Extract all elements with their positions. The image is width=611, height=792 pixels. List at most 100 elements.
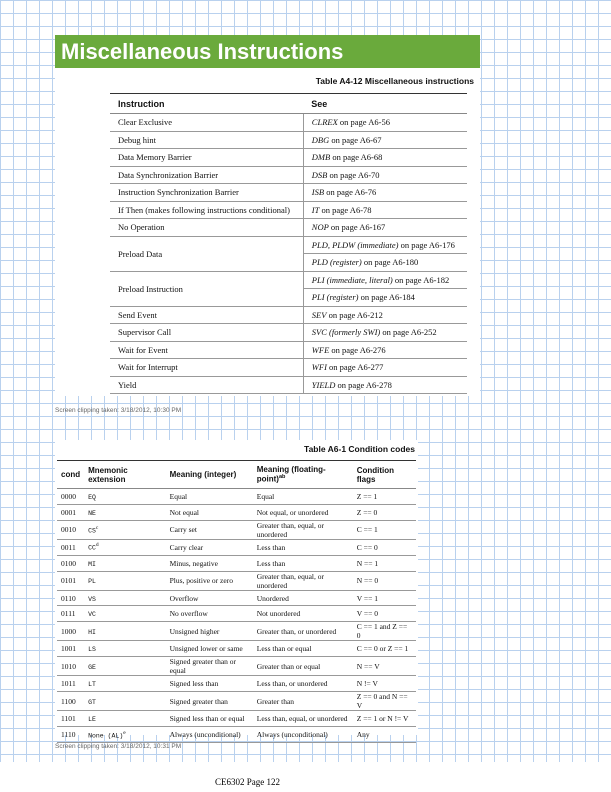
page-ref: on page A6-182	[394, 274, 450, 285]
instruction-cell: Yield	[110, 376, 304, 394]
column-header: Meaning (integer)	[165, 460, 253, 489]
instruction-cell: Wait for Interrupt	[110, 358, 304, 377]
table-caption: Table A4-12 Miscellaneous instructions	[315, 76, 474, 86]
cond-cell: 1101	[57, 710, 85, 728]
table-row: Preload Data PLD, PLDW (immediate) on pag…	[110, 236, 467, 272]
table-row: Wait for Event WFE on page A6-276	[110, 341, 467, 359]
flags-cell: C == 1	[352, 520, 416, 540]
column-header: Meaning (floating-point)ab	[252, 460, 353, 489]
instruction-name: CLREX	[311, 117, 338, 128]
mnemonic-cell: LE	[84, 710, 166, 728]
fp-meaning-cell: Less than, or unordered	[252, 675, 353, 693]
see-cell: WFE on page A6-276	[302, 341, 467, 359]
table-row: Wait for Interrupt WFI on page A6-277	[110, 358, 467, 377]
flags-cell: C == 0 or Z == 1	[352, 640, 416, 658]
mnemonic-cell: GT	[84, 691, 166, 712]
mnemonic: GT	[88, 698, 96, 706]
column-label: Mnemonic extension	[88, 465, 128, 484]
integer-meaning-cell: Signed less than or equal	[165, 710, 253, 728]
table-row: No Operation NOP on page A6-167	[110, 218, 467, 237]
flags-cell: Z == 1 or N != V	[352, 710, 416, 728]
see-cell: ISB on page A6-76	[302, 183, 467, 202]
column-header: Instruction	[110, 93, 304, 114]
footnote-mark: e	[123, 729, 126, 736]
flags-cell: V == 0	[352, 605, 416, 623]
integer-meaning-cell: Unsigned lower or same	[165, 640, 253, 658]
column-label: Condition flags	[356, 465, 395, 484]
table-row: Debug hint DBG on page A6-67	[110, 131, 467, 149]
instruction-name: DBG	[311, 134, 330, 145]
cond-cell: 1011	[57, 675, 85, 693]
cond-cell: 0011	[57, 539, 85, 556]
fp-meaning-cell: Less than	[252, 539, 353, 556]
page-ref: on page A6-76	[326, 187, 377, 198]
instruction-name: DMB	[311, 152, 331, 163]
table-row: 0000 EQ Equal Equal Z == 1	[57, 488, 416, 505]
page-ref: on page A6-212	[328, 309, 383, 320]
cond-cell: 1001	[57, 640, 85, 658]
flags-cell: Z == 0 and N == V	[352, 691, 416, 712]
instruction-cell: If Then (makes following instructions co…	[110, 201, 304, 219]
table-row: Instruction Synchronization Barrier ISB o…	[110, 183, 467, 202]
see-cell: PLI (immediate, literal) on page A6-182	[302, 271, 467, 289]
table-row: 1001 LS Unsigned lower or same Less than or…	[57, 640, 416, 658]
fp-meaning-cell: Greater than or equal	[252, 656, 353, 677]
instruction-name: PLD, PLDW (immediate)	[311, 239, 399, 250]
instruction-cell: Data Synchronization Barrier	[110, 166, 304, 184]
page-ref: on page A6-277	[329, 362, 384, 373]
table-row: If Then (makes following instructions co…	[110, 201, 467, 219]
table-row: 0100 MI Minus, negative Less than N == 1	[57, 555, 416, 572]
table-caption: Table A6-1 Condition codes	[304, 444, 415, 454]
instruction-name: PLI (register)	[311, 292, 359, 303]
fp-meaning-cell: Greater than, equal, or unordered	[252, 571, 353, 591]
instruction-cell: Supervisor Call	[110, 323, 304, 342]
integer-meaning-cell: Equal	[165, 488, 253, 505]
fp-meaning-cell: Less than	[252, 555, 353, 572]
flags-cell: Any	[352, 726, 416, 743]
integer-meaning-cell: Signed greater than or equal	[165, 656, 253, 677]
instruction-name: SVC (formerly SWI)	[311, 327, 381, 338]
table-row: 1010 GE Signed greater than or equal Greate…	[57, 656, 416, 677]
table-row: 1101 LE Signed less than or equal Less than…	[57, 710, 416, 728]
mnemonic: HI	[88, 628, 96, 636]
mnemonic-cell: NE	[84, 504, 166, 521]
mnemonic-cell: GE	[84, 656, 166, 677]
fp-meaning-cell: Not equal, or unordered	[252, 504, 353, 521]
clip-note: Screen clipping taken: 3/18/2012, 10:31 …	[55, 743, 182, 750]
table-row: Preload Instruction PLI (immediate, liter…	[110, 271, 467, 307]
flags-cell: N == V	[352, 656, 416, 677]
page-ref: on page A6-56	[339, 117, 390, 128]
cond-cell: 0000	[57, 488, 85, 505]
table-row: 0110 VS Overflow Unordered V == 1	[57, 590, 416, 607]
instruction-name: NOP	[311, 222, 329, 233]
table-row: 0111 VC No overflow Not unordered V == 0	[57, 605, 416, 623]
instruction-name: WFE	[311, 344, 330, 355]
table-row: 0010 CSc Carry set Greater than, equal, or …	[57, 520, 416, 540]
integer-meaning-cell: Plus, positive or zero	[165, 571, 253, 591]
instruction-cell: No Operation	[110, 218, 304, 237]
table-row: 1110 None (AL)e Always (unconditional) Alwa…	[57, 726, 416, 743]
clip-note: Screen clipping taken: 3/18/2012, 10:30 …	[55, 407, 182, 414]
mnemonic-cell: HI	[84, 621, 166, 642]
page-ref: on page A6-252	[382, 327, 437, 338]
instruction-name: YIELD	[311, 379, 336, 390]
instruction-cell: Instruction Synchronization Barrier	[110, 183, 304, 202]
instruction-cell: Data Memory Barrier	[110, 148, 304, 167]
flags-cell: V == 1	[352, 590, 416, 607]
fp-meaning-cell: Greater than, or unordered	[252, 621, 353, 642]
column-header: See	[303, 93, 467, 114]
column-header: Condition flags	[352, 460, 416, 489]
see-cell: CLREX on page A6-56	[302, 113, 467, 132]
table-row: Data Memory Barrier DMB on page A6-68	[110, 148, 467, 167]
mnemonic-cell: LT	[84, 675, 166, 693]
see-cell: IT on page A6-78	[302, 201, 467, 219]
page-ref: on page A6-167	[330, 222, 386, 233]
column-label: cond	[61, 470, 81, 479]
see-cell: PLD (register) on page A6-180	[302, 253, 467, 272]
table-row: Data Synchronization Barrier DSB on page …	[110, 166, 467, 184]
table-row: 0101 PL Plus, positive or zero Greater than…	[57, 571, 416, 591]
flags-cell: C == 1 and Z == 0	[352, 621, 416, 642]
instruction-name: IT	[311, 204, 320, 215]
see-cell: DMB on page A6-68	[302, 148, 467, 167]
mnemonic: EQ	[88, 493, 96, 501]
